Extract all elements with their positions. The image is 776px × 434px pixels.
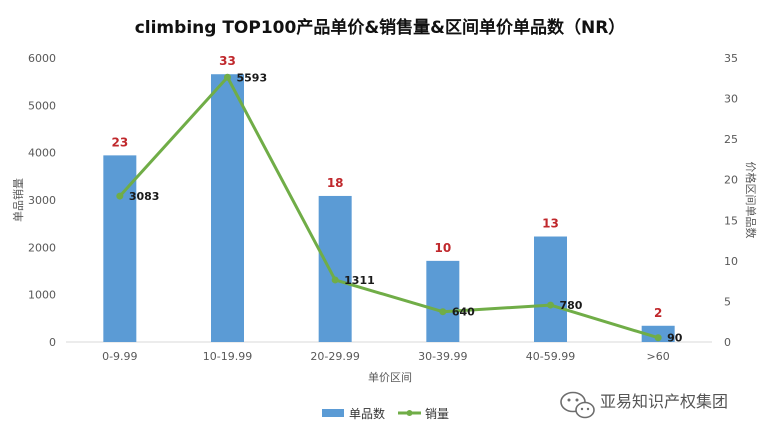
watermark: 亚易知识产权集团 bbox=[560, 391, 728, 419]
y2-tick-label: 15 bbox=[724, 214, 738, 227]
line-point bbox=[224, 73, 231, 81]
line-value-label: 1311 bbox=[344, 274, 375, 287]
bar bbox=[318, 195, 352, 342]
x-tick-label: 40-59.99 bbox=[526, 350, 575, 363]
y2-tick-label: 30 bbox=[724, 93, 738, 106]
y2-tick-label: 35 bbox=[724, 52, 738, 65]
y2-tick-label: 0 bbox=[724, 336, 731, 349]
line-point bbox=[439, 308, 447, 316]
y-tick-label: 2000 bbox=[28, 241, 56, 254]
line-value-label: 5593 bbox=[237, 71, 268, 84]
legend-label-line: 销量 bbox=[425, 407, 449, 421]
left-axis: 0 1000 2000 3000 4000 5000 6000 bbox=[28, 52, 56, 349]
legend-marker-line bbox=[406, 410, 413, 416]
bar-value-label: 33 bbox=[219, 54, 236, 68]
y2-axis-label: 价格区间单品数 bbox=[744, 162, 758, 239]
bar-series: 23 33 18 10 13 2 bbox=[103, 54, 675, 342]
y-tick-label: 1000 bbox=[28, 289, 56, 302]
line-value-label: 3083 bbox=[129, 190, 160, 203]
line-value-label: 90 bbox=[667, 332, 683, 345]
y-tick-label: 4000 bbox=[28, 147, 56, 160]
right-axis: 0 5 10 15 20 25 30 35 bbox=[724, 52, 738, 349]
line-value-label: 780 bbox=[560, 299, 583, 312]
legend: 单品数 销量 bbox=[322, 406, 449, 421]
bar-value-label: 2 bbox=[654, 306, 662, 320]
line-point bbox=[331, 276, 339, 284]
legend-swatch-bar bbox=[322, 409, 344, 417]
line-value-label: 640 bbox=[452, 306, 475, 319]
line-series: 3083 5593 1311 640 780 90 bbox=[116, 71, 683, 345]
x-tick-label: 30-39.99 bbox=[418, 350, 467, 363]
wechat-icon bbox=[560, 391, 595, 419]
chart-title: climbing TOP100产品单价&销售量&区间单价单品数（NR） bbox=[135, 17, 626, 38]
y-axis-label: 单品销量 bbox=[11, 178, 25, 222]
y-tick-label: 5000 bbox=[28, 99, 56, 112]
bar-value-label: 18 bbox=[327, 176, 344, 190]
sales-line bbox=[118, 75, 659, 340]
bar bbox=[534, 236, 567, 342]
line-point bbox=[654, 334, 662, 342]
y2-tick-label: 20 bbox=[724, 174, 738, 187]
bar-value-label: 10 bbox=[434, 241, 451, 255]
x-axis-label: 单价区间 bbox=[368, 371, 412, 384]
legend-label-bar: 单品数 bbox=[349, 406, 385, 421]
bar bbox=[103, 155, 137, 342]
x-tick-label: 20-29.99 bbox=[310, 350, 359, 363]
y2-tick-label: 25 bbox=[724, 133, 738, 146]
bar bbox=[641, 325, 675, 342]
watermark-text: 亚易知识产权集团 bbox=[600, 392, 728, 411]
x-tick-label: >60 bbox=[647, 350, 670, 363]
bar-value-label: 23 bbox=[111, 135, 128, 149]
line-point bbox=[547, 301, 554, 309]
y-tick-label: 3000 bbox=[28, 194, 56, 207]
x-tick-label: 10-19.99 bbox=[203, 350, 252, 363]
y-tick-label: 6000 bbox=[28, 52, 56, 65]
y2-tick-label: 5 bbox=[724, 295, 731, 308]
x-axis: 0-9.99 10-19.99 20-29.99 30-39.99 40-59.99 >6… bbox=[102, 350, 670, 363]
bar-value-label: 13 bbox=[542, 217, 559, 231]
bar bbox=[211, 74, 244, 342]
line-point bbox=[116, 192, 124, 200]
y2-tick-label: 10 bbox=[724, 255, 738, 268]
bar bbox=[426, 260, 460, 342]
y-tick-label: 0 bbox=[49, 336, 56, 349]
x-tick-label: 0-9.99 bbox=[102, 350, 137, 363]
